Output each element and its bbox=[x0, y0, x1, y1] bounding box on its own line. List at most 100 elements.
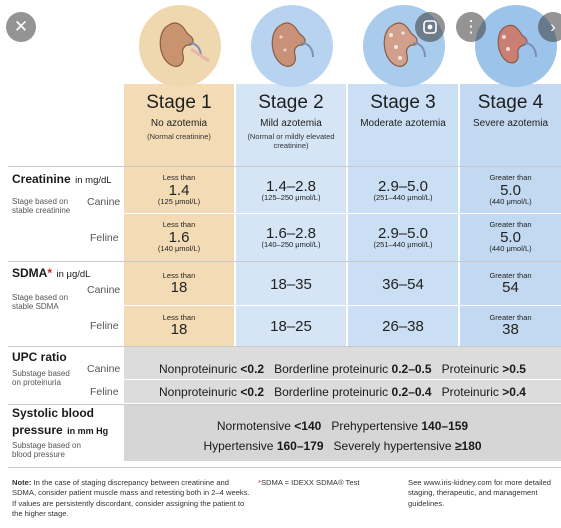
next-button[interactable]: › bbox=[538, 12, 561, 42]
sdma-canine-stage3: 36–54 bbox=[348, 264, 458, 304]
cell-value: 2.9–5.0 bbox=[377, 177, 429, 195]
footer-note: Note: In the case of staging discrepancy… bbox=[12, 478, 252, 519]
sdma-feline-stage3: 26–38 bbox=[348, 307, 458, 345]
cell-unit: (251–440 μmol/L) bbox=[373, 193, 433, 203]
sdma-unit: in μg/dL bbox=[56, 269, 91, 280]
cell-unit: (125–250 μmol/L) bbox=[261, 193, 321, 203]
cell-unit: (140 μmol/L) bbox=[157, 244, 201, 254]
more-vert-icon: ⋮ bbox=[462, 17, 480, 36]
nonproteinuric-label: Nonproteinuric bbox=[159, 362, 238, 376]
chevron-right-icon: › bbox=[550, 17, 556, 36]
bp-side-note: Substage based on blood pressure bbox=[12, 441, 81, 460]
stage1-title: Stage 1 bbox=[146, 92, 212, 113]
stage2-title: Stage 2 bbox=[258, 92, 324, 113]
sdma-title: SDMA bbox=[12, 266, 48, 280]
close-button[interactable]: ✕ bbox=[6, 12, 36, 42]
creatinine-title: Creatinine bbox=[12, 172, 71, 186]
stage3-header: Stage 3 Moderate azotemia bbox=[348, 92, 458, 129]
sdma-feline-stage1: Less than 18 bbox=[124, 307, 234, 345]
cell-value: 18–25 bbox=[270, 317, 312, 335]
prehypertensive-value: 140–159 bbox=[421, 419, 469, 433]
divider bbox=[8, 404, 561, 405]
close-icon: ✕ bbox=[13, 17, 29, 36]
cell-prefix: Greater than bbox=[489, 313, 532, 322]
cell-prefix: Less than bbox=[162, 313, 196, 322]
cell-prefix: Less than bbox=[162, 173, 196, 183]
hypertensive-value: 160–179 bbox=[276, 439, 324, 453]
creatinine-unit: in mg/dL bbox=[75, 175, 112, 186]
upc-side-note: Substage based on proteinuria bbox=[12, 369, 70, 388]
note-text: In the case of staging discrepancy betwe… bbox=[12, 478, 250, 518]
prehypertensive-label: Prehypertensive bbox=[331, 419, 419, 433]
stage1-subtitle: No azotemia bbox=[150, 118, 208, 129]
footer-iris: See www.iris-kidney.com for more detaile… bbox=[408, 478, 551, 508]
stage3-column bbox=[348, 84, 458, 346]
kidney-normal-icon bbox=[159, 22, 210, 67]
sdma-feline-stage4: Greater than 38 bbox=[460, 307, 561, 345]
upc-panel bbox=[124, 347, 561, 403]
bp-title-line2: pressure bbox=[12, 422, 63, 437]
cell-unit: (251–440 μmol/L) bbox=[373, 240, 433, 250]
stage2-note: (Normal or mildly elevated creatinine) bbox=[247, 132, 335, 151]
stage2-subtitle: Mild azotemia bbox=[260, 118, 322, 129]
upc-feline-row: Nonproteinuric <0.2 Borderline proteinur… bbox=[124, 385, 561, 399]
divider bbox=[8, 467, 561, 468]
more-options-button[interactable]: ⋮ bbox=[456, 12, 486, 42]
cell-value: 18–35 bbox=[270, 275, 312, 293]
divider bbox=[8, 166, 561, 167]
cell-value: 1.4–2.8 bbox=[265, 177, 317, 195]
footer-sdma: *SDMA = IDEXX SDMA® Test bbox=[258, 478, 398, 488]
bp-unit: in mm Hg bbox=[67, 425, 109, 436]
cell-value: 1.6 bbox=[168, 228, 190, 246]
divider bbox=[8, 261, 561, 262]
nonproteinuric-label: Nonproteinuric bbox=[159, 385, 238, 399]
sdma-canine-label: Canine bbox=[87, 284, 121, 296]
normotensive-label: Normotensive bbox=[216, 419, 291, 433]
kidney-circle-2 bbox=[251, 5, 333, 87]
cell-value: 5.0 bbox=[500, 181, 521, 199]
cell-value: 18 bbox=[170, 279, 188, 297]
sdma-canine-stage4: Greater than 54 bbox=[460, 264, 561, 304]
cell-prefix: Less than bbox=[162, 220, 196, 230]
kidney-moderate-icon bbox=[383, 22, 426, 67]
sdma-canine-stage1: Less than 18 bbox=[124, 264, 234, 304]
stage3-subtitle: Moderate azotemia bbox=[360, 118, 446, 129]
borderline-value: 0.2–0.4 bbox=[391, 385, 432, 399]
cell-value: 5.0 bbox=[500, 228, 521, 246]
cell-value: 36–54 bbox=[382, 275, 424, 293]
upc-feline-label: Feline bbox=[90, 386, 119, 398]
creatinine-feline-stage1: Less than 1.6 (140 μmol/L) bbox=[124, 215, 234, 260]
proteinuric-value: >0.4 bbox=[502, 385, 526, 399]
creatinine-feline-stage3: 2.9–5.0 (251–440 μmol/L) bbox=[348, 215, 458, 260]
stage4-title: Stage 4 bbox=[477, 92, 544, 113]
creatinine-feline-label: Feline bbox=[90, 232, 119, 244]
proteinuric-label: Proteinuric bbox=[441, 362, 499, 376]
divider bbox=[124, 305, 561, 306]
sdma-canine-stage2: 18–35 bbox=[236, 264, 346, 304]
stage2-column bbox=[236, 84, 346, 346]
cell-value: 38 bbox=[502, 321, 519, 339]
severely-hypertensive-label: Severely hypertensive bbox=[333, 439, 452, 453]
cell-value: 1.6–2.8 bbox=[265, 224, 317, 242]
cell-unit: (125 μmol/L) bbox=[157, 197, 201, 207]
cell-prefix: Greater than bbox=[489, 220, 532, 230]
proteinuric-value: >0.5 bbox=[502, 362, 526, 376]
cell-value: 18 bbox=[170, 321, 188, 339]
borderline-label: Borderline proteinuric bbox=[274, 362, 389, 376]
kidney-mild-icon bbox=[271, 22, 314, 67]
bp-row1: Normotensive <140 Prehypertensive 140–15… bbox=[124, 419, 561, 433]
sdma-feline-label: Feline bbox=[90, 320, 119, 332]
divider bbox=[124, 379, 561, 380]
divider bbox=[124, 213, 561, 214]
creatinine-feline-stage2: 1.6–2.8 (140–250 μmol/L) bbox=[236, 215, 346, 260]
creatinine-canine-label: Canine bbox=[87, 196, 121, 208]
lens-icon bbox=[423, 20, 437, 34]
upc-canine-row: Nonproteinuric <0.2 Borderline proteinur… bbox=[124, 362, 561, 376]
creatinine-label: Creatinine in mg/dL bbox=[12, 170, 112, 188]
lens-button[interactable] bbox=[415, 12, 445, 42]
kidney-severe-icon bbox=[497, 24, 537, 64]
cell-value: 26–38 bbox=[382, 317, 424, 335]
sdma-side-note: Stage based on stable SDMA bbox=[12, 293, 69, 312]
stage4-column bbox=[460, 84, 561, 346]
bp-row2: Hypertensive 160–179 Severely hypertensi… bbox=[124, 439, 561, 453]
